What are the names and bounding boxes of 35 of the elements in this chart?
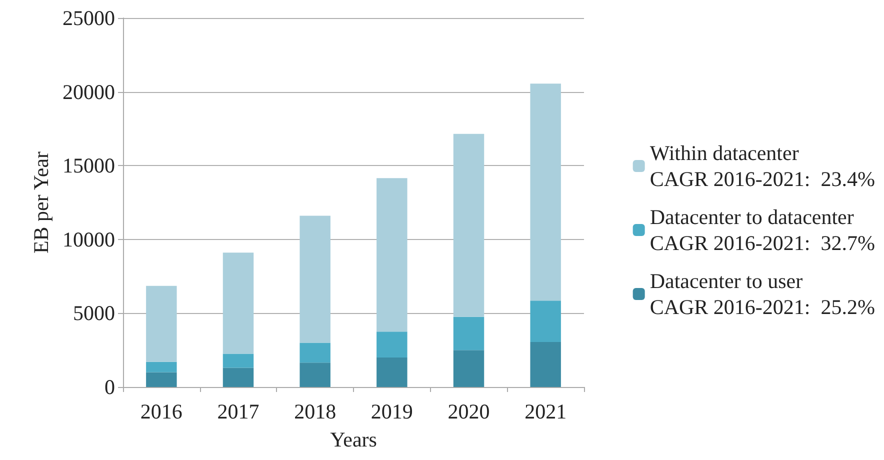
bar xyxy=(222,252,254,354)
y-tick-label: 10000 xyxy=(62,227,115,252)
bar xyxy=(300,216,330,343)
x-tick-label: 2019 xyxy=(370,400,413,424)
x-tick-label: 2021 xyxy=(524,400,567,424)
bar xyxy=(530,84,561,301)
bar xyxy=(530,300,561,342)
bar xyxy=(300,362,330,387)
bar xyxy=(376,332,408,358)
bar xyxy=(453,316,484,350)
x-tick-label: 2018 xyxy=(294,400,336,424)
x-axis-title: Years xyxy=(330,428,377,452)
y-tick-label: 5000 xyxy=(73,301,115,326)
bar xyxy=(300,342,330,363)
y-tick-label: 20000 xyxy=(62,80,115,104)
bar xyxy=(146,362,177,372)
x-tick-label: 2016 xyxy=(140,400,182,424)
bar xyxy=(530,342,561,387)
y-tick-label: 0 xyxy=(104,375,115,399)
bar xyxy=(146,372,177,387)
y-tick-label: 15000 xyxy=(62,154,115,178)
bar xyxy=(453,134,484,317)
x-tick-label: 2017 xyxy=(217,400,260,424)
legend-label: Datacenter to user CAGR 2016-2021: 25.2% xyxy=(650,269,876,319)
y-axis-title: EB per Year xyxy=(29,151,54,254)
bar xyxy=(376,357,408,387)
bar xyxy=(146,286,177,362)
bar xyxy=(376,178,408,332)
bar xyxy=(453,350,484,387)
bar xyxy=(222,368,254,387)
legend-label: Within datacenter CAGR 2016-2021: 23.4% xyxy=(650,141,876,191)
bar xyxy=(222,354,254,368)
legend-label: Datacenter to datacenter CAGR 2016-2021: 32.7% xyxy=(650,205,876,255)
x-tick-label: 2020 xyxy=(448,400,490,424)
y-tick-label: 25000 xyxy=(62,6,115,30)
